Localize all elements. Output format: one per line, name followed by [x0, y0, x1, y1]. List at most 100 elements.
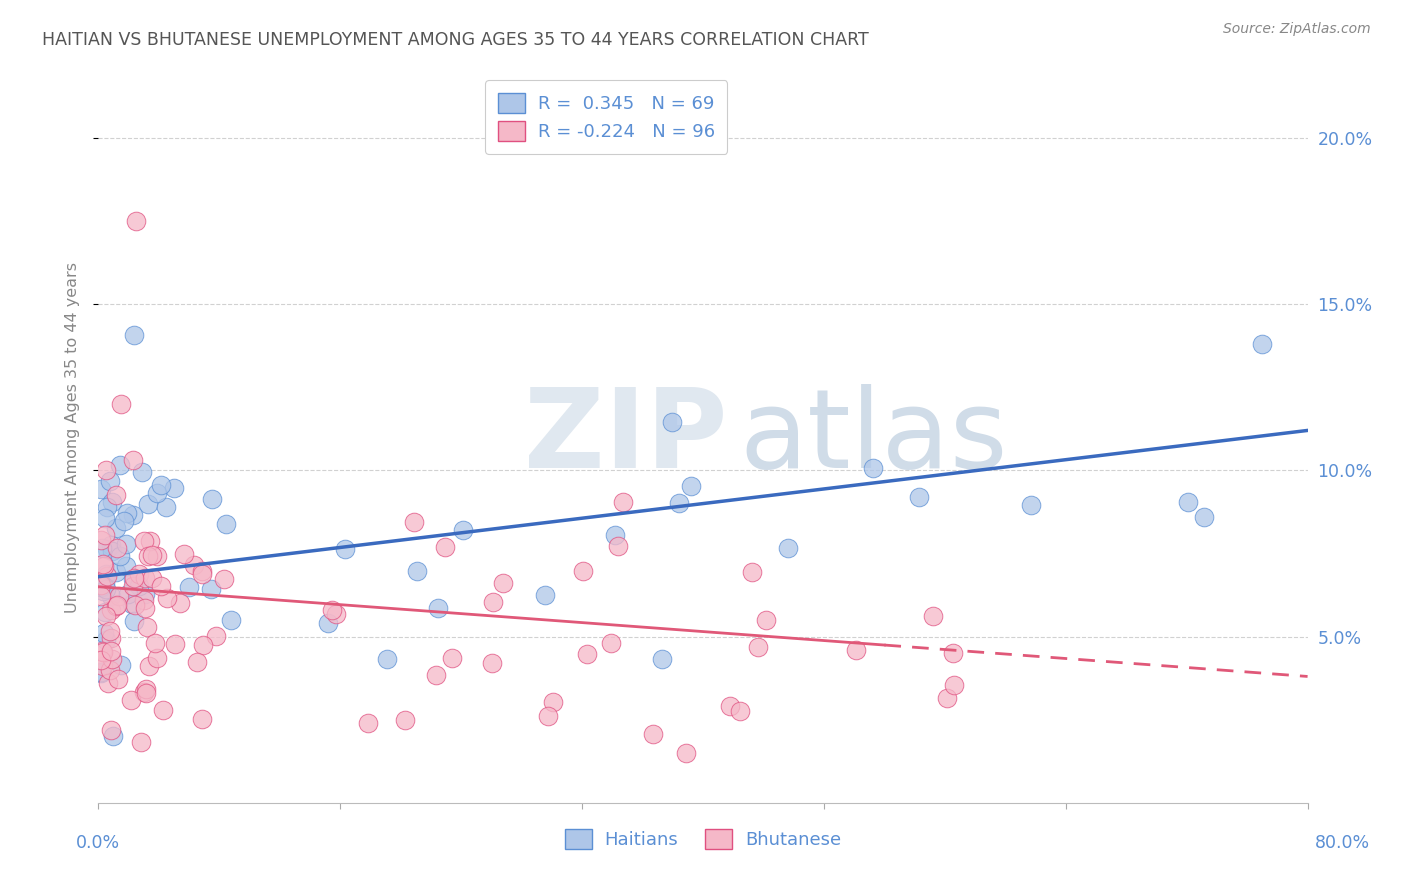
Point — [356, 716, 378, 731]
Point — [186, 655, 208, 669]
Point — [482, 595, 505, 609]
Point — [441, 651, 464, 665]
Point — [190, 712, 212, 726]
Y-axis label: Unemployment Among Ages 35 to 44 years: Unemployment Among Ages 35 to 44 years — [65, 261, 80, 613]
Point — [132, 533, 155, 548]
Point — [122, 328, 145, 343]
Point — [108, 589, 131, 603]
Point — [728, 704, 751, 718]
Point — [165, 638, 187, 652]
Point — [451, 524, 474, 538]
Point — [1192, 509, 1215, 524]
Text: 0.0%: 0.0% — [76, 834, 121, 852]
Point — [321, 602, 343, 616]
Point — [426, 600, 449, 615]
Point — [115, 506, 138, 520]
Point — [112, 514, 135, 528]
Point — [91, 659, 114, 673]
Point — [145, 486, 167, 500]
Point — [94, 633, 117, 648]
Point — [90, 653, 112, 667]
Point — [675, 746, 697, 760]
Point — [862, 461, 884, 475]
Point — [105, 541, 128, 555]
Point — [394, 713, 416, 727]
Point — [110, 549, 132, 563]
Point — [155, 500, 177, 514]
Point — [190, 564, 212, 578]
Point — [537, 709, 560, 723]
Point — [778, 541, 800, 555]
Point — [101, 495, 124, 509]
Point — [325, 607, 347, 622]
Point — [100, 644, 122, 658]
Point — [179, 580, 201, 594]
Point — [134, 601, 156, 615]
Point — [125, 214, 148, 228]
Point — [541, 695, 564, 709]
Point — [139, 534, 162, 549]
Point — [143, 635, 166, 649]
Point — [132, 685, 155, 699]
Point — [603, 528, 626, 542]
Point — [661, 416, 683, 430]
Point — [98, 663, 121, 677]
Point — [132, 593, 155, 607]
Point — [606, 539, 628, 553]
Point — [402, 515, 425, 529]
Point — [91, 583, 114, 598]
Point — [100, 631, 122, 645]
Point — [191, 566, 214, 581]
Point — [110, 397, 132, 411]
Point — [173, 547, 195, 561]
Point — [481, 657, 503, 671]
Point — [163, 481, 186, 495]
Point — [156, 591, 179, 606]
Point — [741, 566, 763, 580]
Point — [94, 576, 117, 591]
Point — [136, 497, 159, 511]
Point — [90, 590, 112, 604]
Point — [718, 699, 741, 714]
Point — [96, 541, 118, 556]
Point — [124, 599, 146, 613]
Point — [91, 541, 114, 555]
Text: ZIP: ZIP — [524, 384, 727, 491]
Point — [100, 723, 122, 738]
Point — [129, 735, 152, 749]
Point — [98, 475, 121, 489]
Point — [90, 578, 112, 592]
Point — [115, 536, 138, 550]
Point — [121, 453, 143, 467]
Point — [101, 729, 124, 743]
Point — [114, 559, 136, 574]
Point — [316, 616, 339, 631]
Point — [668, 496, 690, 510]
Point — [169, 596, 191, 610]
Point — [117, 587, 139, 601]
Point — [136, 620, 159, 634]
Text: atlas: atlas — [740, 384, 1008, 491]
Point — [572, 564, 595, 578]
Point — [100, 589, 122, 603]
Point — [90, 580, 112, 594]
Point — [1019, 498, 1042, 512]
Point — [107, 673, 129, 687]
Point — [135, 686, 157, 700]
Point — [94, 582, 117, 596]
Point — [679, 479, 702, 493]
Point — [105, 599, 128, 613]
Point — [101, 544, 124, 558]
Point — [110, 658, 132, 673]
Point — [219, 613, 242, 627]
Point — [96, 500, 118, 514]
Point — [90, 482, 112, 496]
Point — [215, 517, 238, 532]
Legend: Haitians, Bhutanese: Haitians, Bhutanese — [558, 822, 848, 856]
Point — [492, 575, 515, 590]
Point — [183, 558, 205, 572]
Point — [575, 647, 598, 661]
Point — [96, 463, 118, 477]
Point — [128, 579, 150, 593]
Point — [152, 703, 174, 717]
